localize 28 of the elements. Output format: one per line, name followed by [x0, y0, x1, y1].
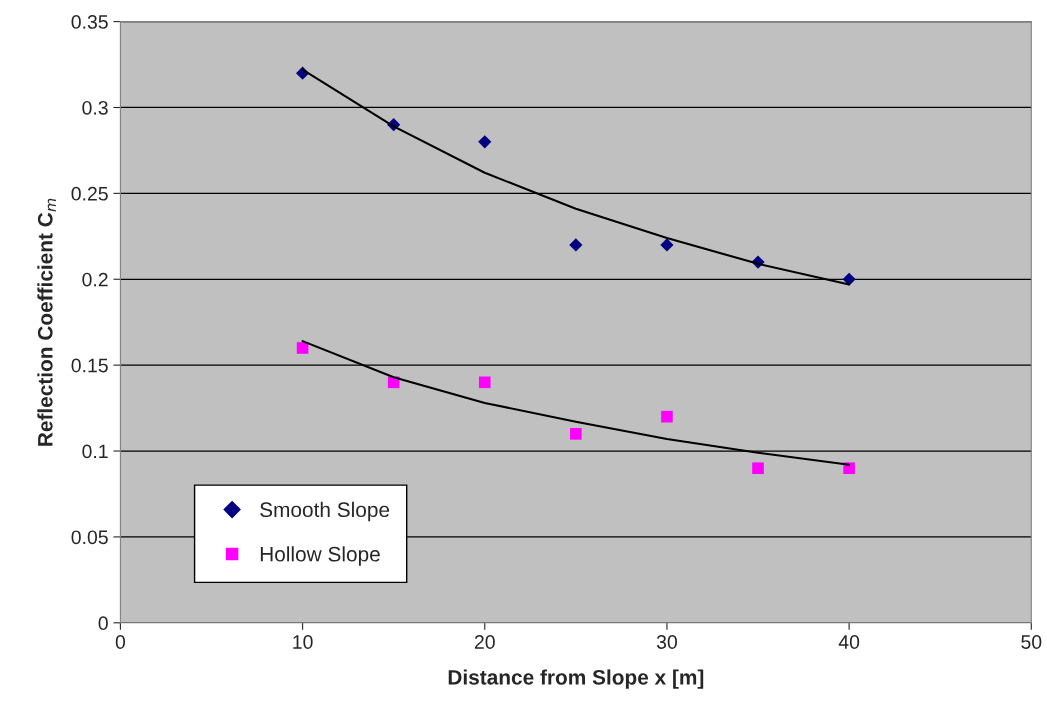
point: [752, 462, 764, 475]
x-tick-label: 30: [656, 635, 677, 649]
y-tick-label: 0.25: [71, 186, 108, 201]
point: [843, 462, 855, 475]
y-axis-title: Reflection Coefficient C$_{m}$: [37, 198, 56, 446]
x-tick-label: 20: [474, 635, 495, 649]
y-tick-label: 0.2: [82, 272, 108, 287]
point: [478, 135, 492, 149]
x-tick-label: 50: [1021, 635, 1042, 649]
point: [570, 428, 582, 440]
legend-label: Hollow Slope: [260, 546, 380, 566]
point: [296, 342, 309, 354]
point: [478, 376, 491, 389]
point: [661, 410, 673, 423]
y-tick-label: 0: [98, 616, 108, 631]
x-tick-label: 10: [293, 635, 313, 649]
point: [660, 238, 674, 252]
y-tick-label: 0.05: [71, 530, 108, 545]
x-axis-title: Distance from Slope x [m]: [448, 669, 704, 689]
x-tick-label: 40: [838, 635, 860, 649]
y-tick-label: 0.3: [82, 100, 108, 115]
y-tick-label: 0.35: [71, 15, 108, 29]
x-tick-label: 0: [115, 635, 126, 649]
point: [569, 238, 583, 252]
legend-label: Smooth Slope: [260, 501, 390, 522]
y-tick-label: 0.15: [71, 358, 108, 373]
point: [842, 272, 856, 286]
y-tick-label: 0.1: [82, 444, 108, 459]
